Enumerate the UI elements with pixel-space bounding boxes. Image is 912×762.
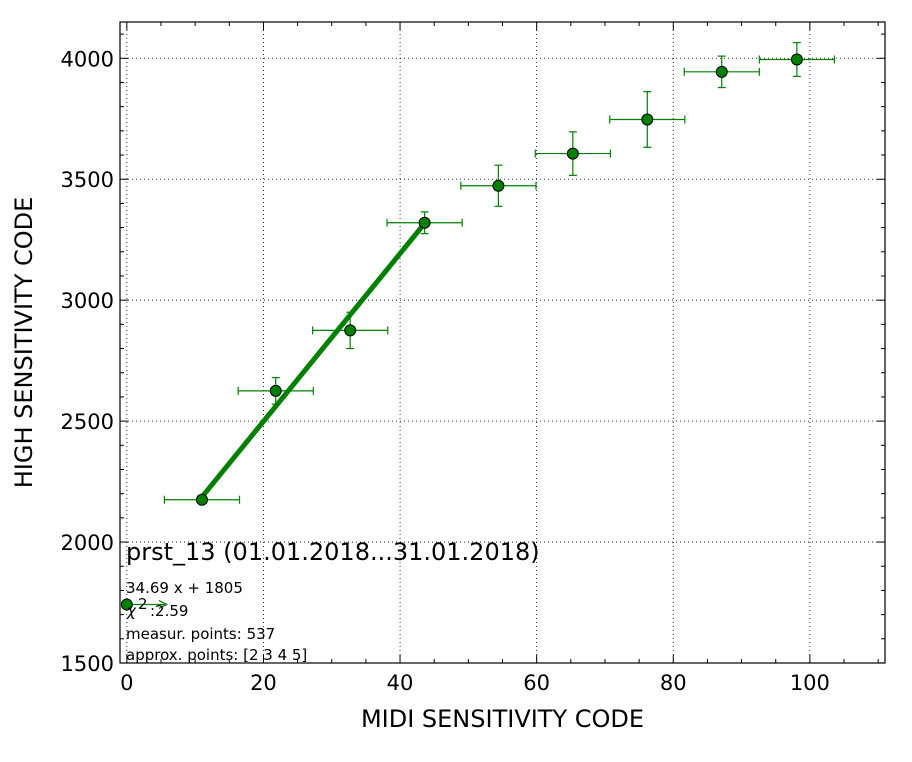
annotation-approx-points: approx. points: [2 3 4 5] — [126, 646, 307, 664]
y-axis-label: HIGH SENSITIVITY CODE — [10, 197, 38, 489]
legend-marker — [120, 598, 133, 611]
y-tick-label: 3500 — [61, 168, 114, 192]
x-tick-label: 100 — [790, 671, 830, 695]
data-point — [460, 164, 537, 207]
data-point — [609, 91, 686, 148]
point-marker — [790, 53, 803, 66]
y-tick-label: 3000 — [61, 289, 114, 313]
annotation-chi2-value: :2.59 — [150, 602, 188, 620]
point-marker — [492, 179, 505, 192]
x-tick-label: 40 — [387, 671, 414, 695]
y-tick-label: 2500 — [61, 410, 114, 434]
point-marker — [195, 493, 208, 506]
x-tick-label: 60 — [523, 671, 550, 695]
annotation-chi2-symbol: χ — [126, 602, 137, 620]
x-axis-label: MIDI SENSITIVITY CODE — [361, 705, 644, 733]
annotation-title: prst_13 (01.01.2018...31.01.2018) — [126, 538, 540, 566]
legend-marker-group — [120, 598, 169, 611]
plot-frame — [119, 21, 886, 664]
point-marker — [641, 113, 654, 126]
annotation-chi2-exponent: 2 — [138, 595, 148, 613]
data-point — [683, 55, 760, 89]
annotation-fit-equation: 34.69 x + 1805 — [126, 579, 243, 597]
fit-line-group — [200, 221, 427, 499]
y-tick-label: 1500 — [61, 652, 114, 676]
point-marker — [566, 147, 579, 160]
fit-line — [200, 221, 427, 499]
data-point — [386, 211, 463, 235]
point-marker — [715, 65, 728, 78]
data-point — [237, 376, 314, 405]
y-tick-label: 4000 — [61, 47, 114, 71]
point-marker — [269, 384, 282, 397]
data-points — [163, 41, 836, 506]
annotation-measur-points: measur. points: 537 — [126, 625, 275, 643]
data-point — [534, 131, 612, 176]
point-marker — [418, 216, 431, 229]
y-tick-label: 2000 — [61, 531, 114, 555]
legend-arrow — [158, 599, 169, 609]
x-tick-label: 0 — [120, 671, 133, 695]
data-point — [312, 311, 389, 350]
axis-ticks: 0 20 40 60 80 100 1500 2000 2500 3000 3500 4000 — [61, 22, 885, 695]
grid-lines — [120, 22, 885, 664]
x-tick-label: 80 — [660, 671, 687, 695]
x-tick-label: 20 — [250, 671, 277, 695]
data-point — [163, 493, 241, 506]
point-marker — [344, 324, 357, 337]
data-point — [758, 41, 836, 78]
